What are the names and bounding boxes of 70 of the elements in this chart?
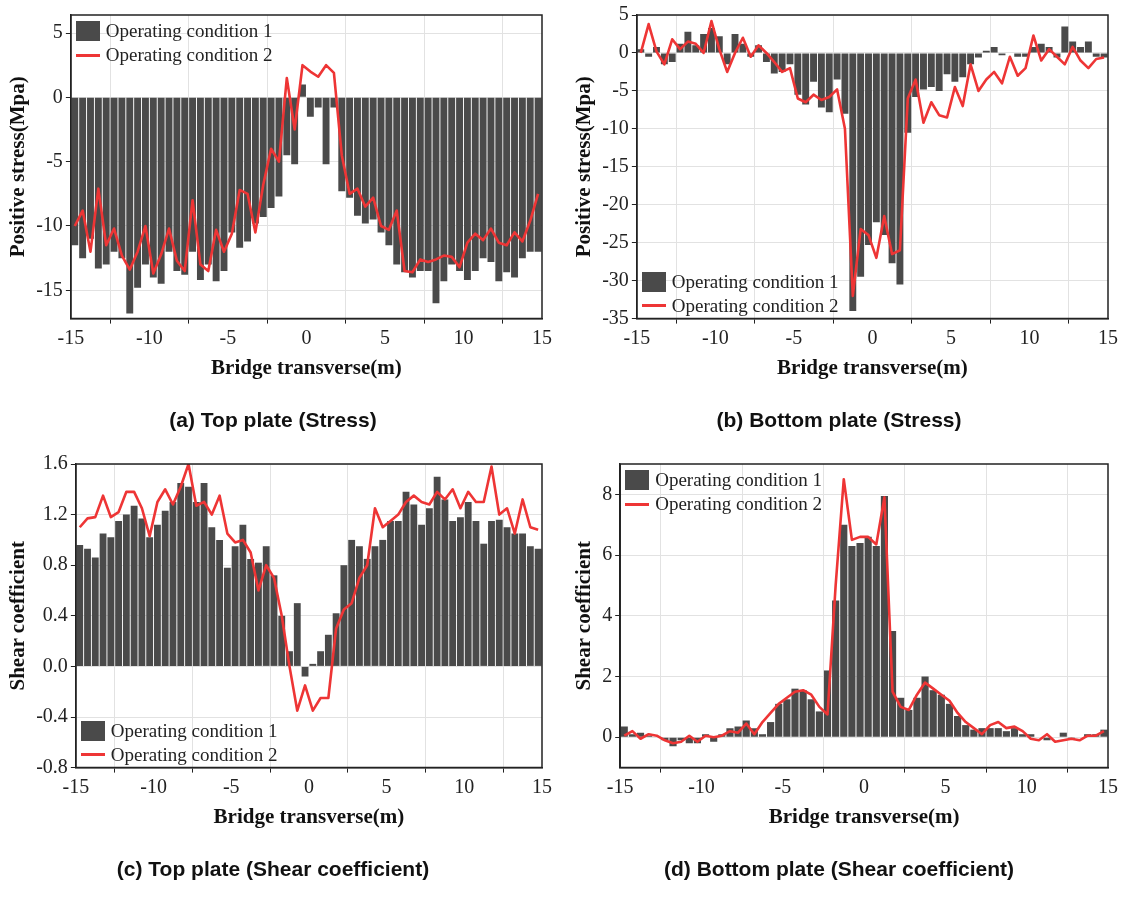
legend-label: Operating condition 2 [110,742,278,767]
y-tick-label: -10 [36,213,63,236]
x-tick-label: -5 [219,325,237,348]
x-tick-label: 5 [940,774,951,797]
x-tick-label: -10 [702,325,729,348]
y-tick-label: 0.0 [42,653,68,676]
y-tick-label: 0 [52,84,63,107]
y-axis-title: Positive stress(Mpa) [5,76,30,258]
y-tick-label: 6 [602,542,613,565]
y-tick-label: -5 [612,78,629,101]
x-axis-title: Bridge transverse(m) [768,803,960,828]
y-tick-label: -20 [602,192,629,214]
x-tick-label: 0 [301,325,312,348]
x-tick-label: 5 [381,774,392,797]
y-tick-label: 0 [618,40,629,63]
x-tick-label: 10 [1016,774,1037,797]
text: (a) Top plate (Stress) [169,408,377,432]
legend-label: Operating condition 2 [655,492,822,516]
y-tick-label: -0.8 [36,754,68,777]
legend-label: Operating condition 1 [105,19,273,43]
x-tick-label: -5 [222,774,240,797]
x-tick-label: -10 [140,774,167,797]
y-tick-label: -15 [36,277,63,300]
y-tick-label: 1.2 [42,501,68,524]
y-axis-title: Shear coefficient [571,541,596,691]
x-tick-label: -5 [774,774,792,797]
y-tick-label: -5 [46,148,63,171]
x-tick-label: 0 [859,774,870,797]
text: (d) Bottom plate (Shear coefficient) [663,857,1015,881]
legend-label: Operating condition 1 [655,468,822,492]
x-tick-label: 10 [453,325,474,348]
y-tick-label: 0.4 [42,603,68,626]
x-tick-label: 15 [532,774,552,797]
x-tick-label: 15 [532,325,552,348]
x-tick-label: -5 [785,325,803,348]
text: (c) Top plate (Shear coefficient) [116,857,430,881]
y-tick-label: 1.6 [42,451,68,474]
y-tick-label: 4 [602,603,613,626]
text: (b) Bottom plate (Stress) [716,408,962,432]
x-tick-label: 0 [867,325,878,348]
y-axis-title: Shear coefficient [5,541,30,691]
y-tick-label: 5 [618,2,629,25]
x-axis-title: Bridge transverse(m) [211,354,402,379]
x-axis-title: Bridge transverse(m) [213,803,405,828]
x-tick-label: 0 [303,774,314,797]
y-tick-label: 5 [52,20,63,43]
y-tick-label: -25 [602,229,629,252]
y-tick-label: -15 [602,154,629,177]
y-tick-label: -35 [602,305,629,328]
y-tick-label: 2 [602,663,613,686]
legend-label: Operating condition 2 [105,43,273,67]
legend-label: Operating condition 2 [671,293,839,318]
y-tick-label: 0 [602,724,613,747]
legend-label: Operating condition 1 [110,718,278,743]
x-axis-title: Bridge transverse(m) [777,354,968,379]
legend-label: Operating condition 1 [671,269,839,294]
y-tick-label: 0.8 [42,552,68,575]
y-tick-label: 8 [602,481,613,504]
x-tick-label: 15 [1098,774,1118,797]
x-tick-label: 15 [1098,325,1118,348]
y-tick-label: -30 [602,267,629,290]
y-tick-label: -0.4 [36,704,68,727]
x-tick-label: 10 [454,774,475,797]
y-axis-title: Positive stress(Mpa) [571,76,596,258]
x-tick-label: 5 [379,325,390,348]
x-tick-label: 5 [945,325,956,348]
x-tick-label: -10 [688,774,715,797]
x-tick-label: 10 [1019,325,1040,348]
y-tick-label: -10 [602,116,629,139]
x-tick-label: -10 [136,325,163,348]
